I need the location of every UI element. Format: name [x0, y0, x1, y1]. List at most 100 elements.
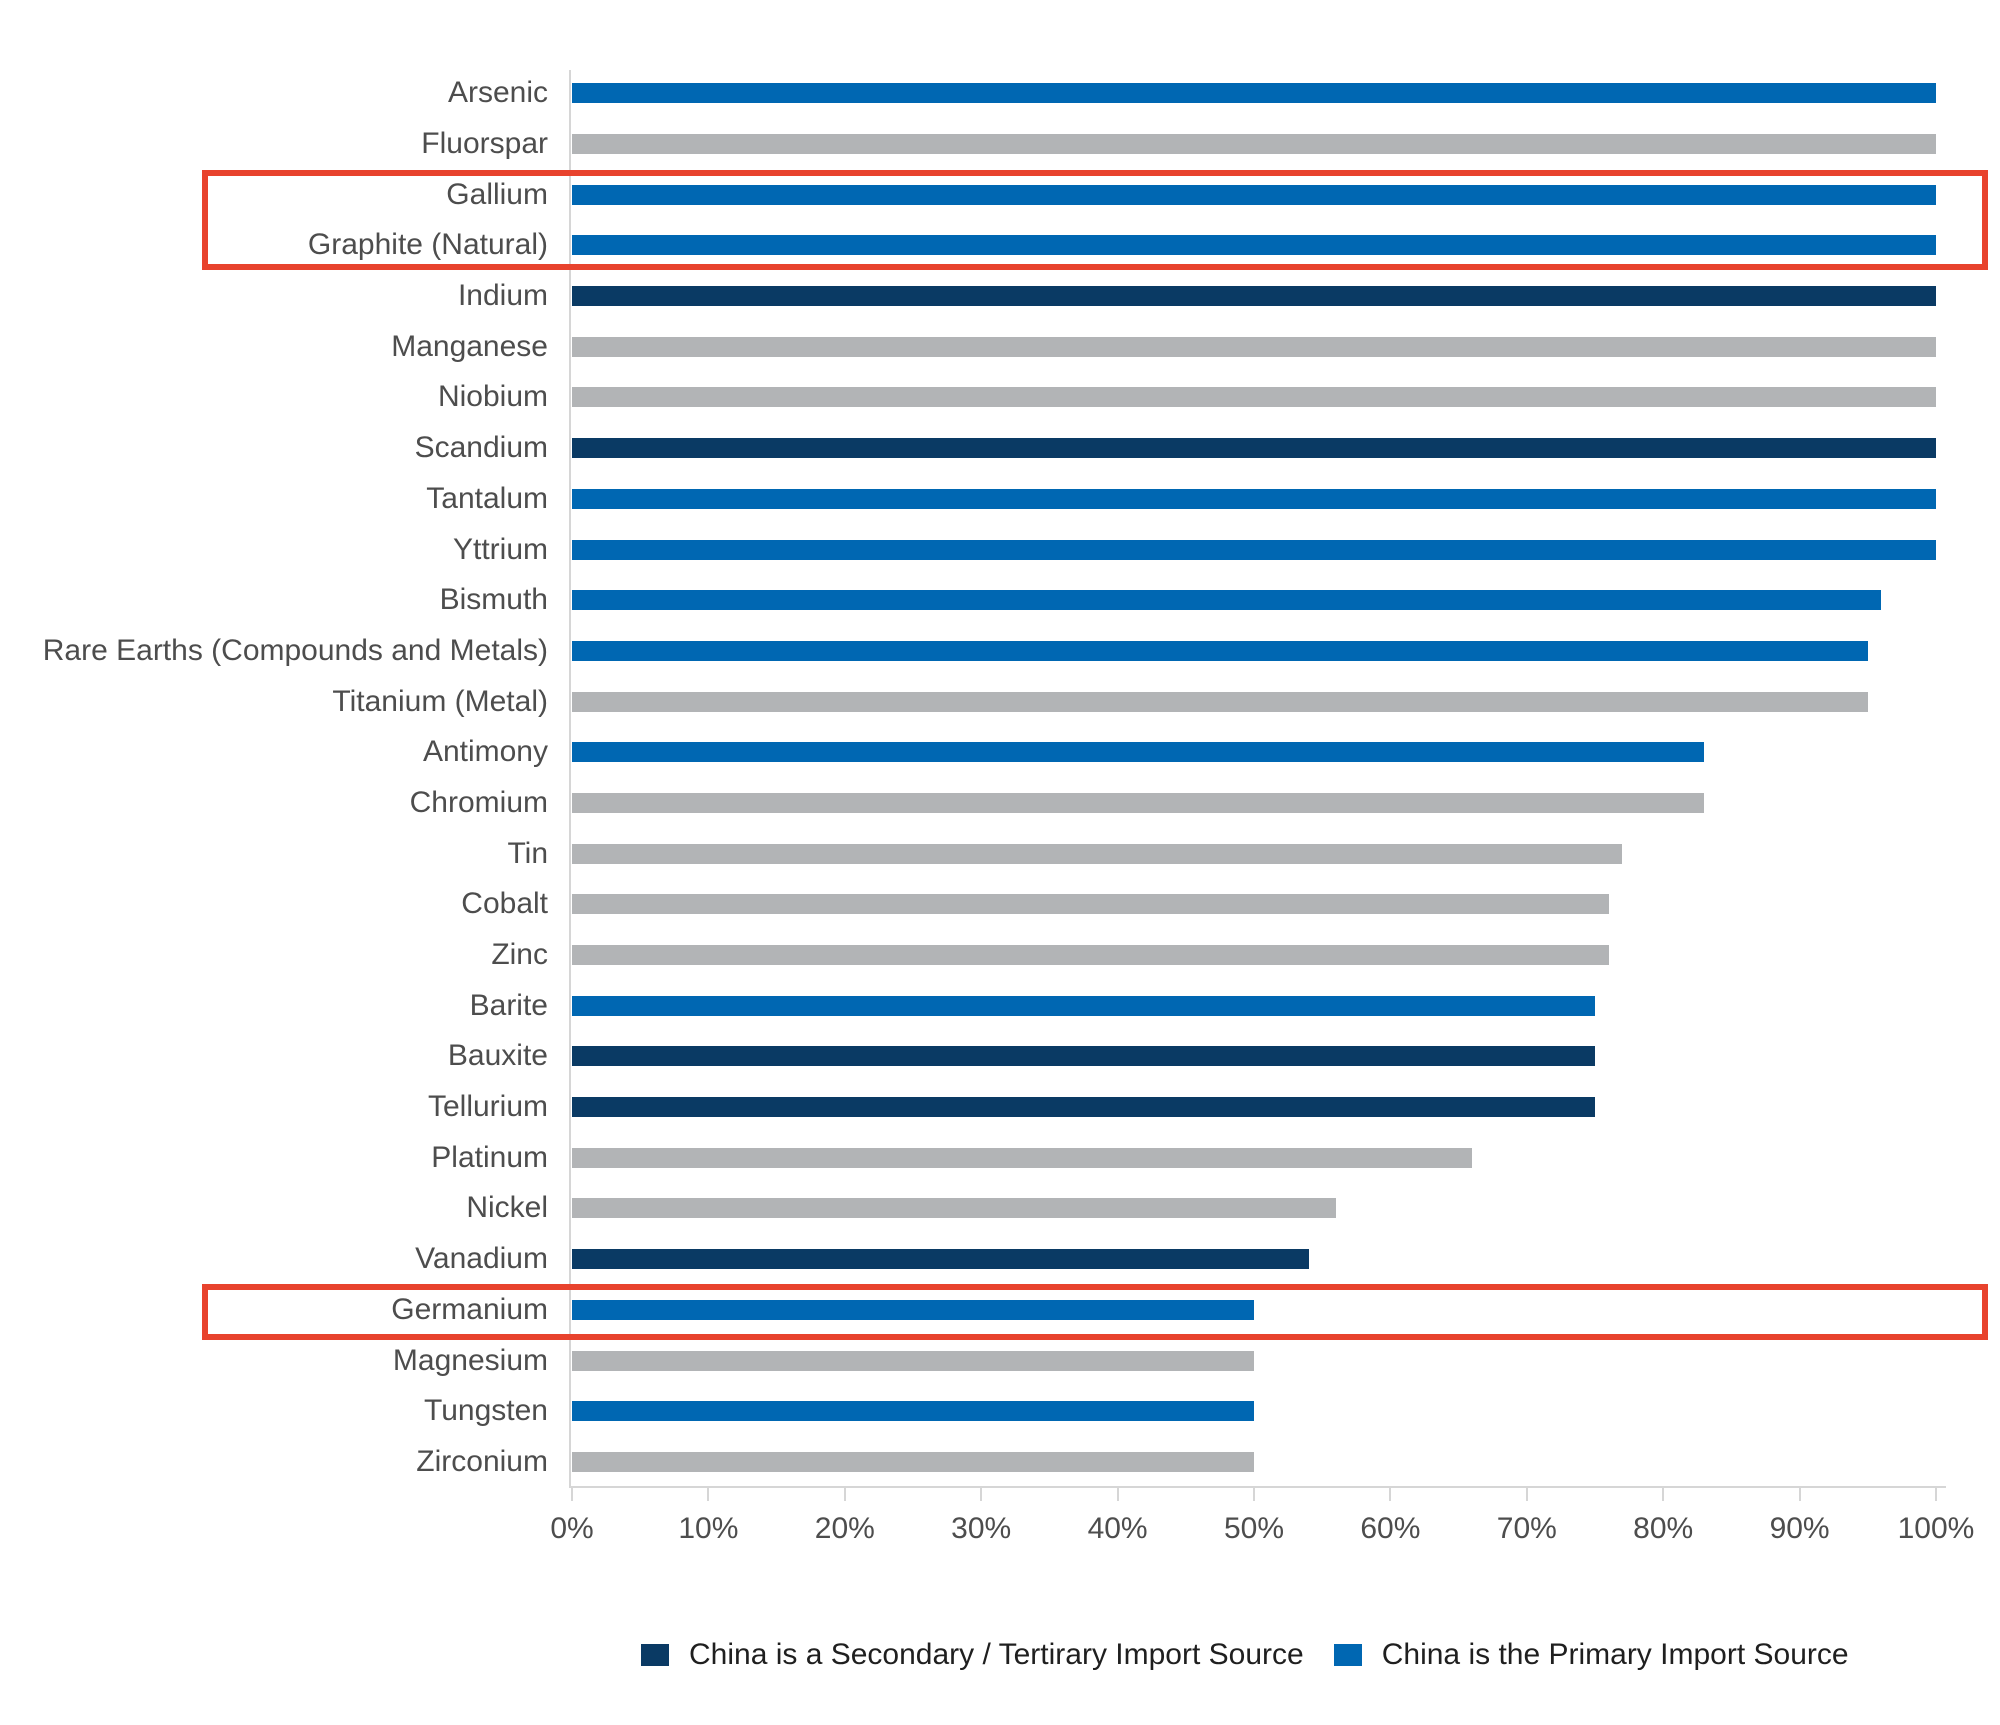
bar-row: Platinum [0, 1132, 2000, 1183]
bar-row: Yttrium [0, 524, 2000, 575]
bar [572, 184, 1936, 205]
bar-track [572, 995, 1936, 1016]
bar [572, 83, 1936, 104]
bar-track [572, 843, 1936, 864]
bar-row: Tellurium [0, 1082, 2000, 1133]
bar-row: Chromium [0, 778, 2000, 829]
category-label: Platinum [431, 1140, 548, 1174]
category-label: Tin [507, 836, 548, 870]
category-label: Scandium [414, 431, 548, 465]
x-axis-tick [707, 1488, 710, 1501]
category-label: Niobium [437, 380, 548, 414]
x-axis-tick [571, 1488, 573, 1501]
category-label: Manganese [391, 329, 548, 363]
bar-track [572, 387, 1936, 408]
bar [572, 286, 1936, 307]
bar-row: Tin [0, 828, 2000, 879]
x-axis-tick-label: 40% [1087, 1512, 1148, 1545]
bar-row: Barite [0, 980, 2000, 1031]
bar-track [572, 336, 1936, 357]
bar-track [572, 438, 1936, 459]
category-label: Zinc [491, 938, 548, 972]
bar [572, 1147, 1473, 1168]
legend-swatch-secondary [641, 1644, 669, 1666]
category-label: Bismuth [439, 583, 548, 617]
bar-row: Zirconium [0, 1437, 2000, 1488]
bar-track [572, 691, 1936, 712]
bar-rows: Arsenic Fluorspar Gallium Graphite (Natural… [0, 68, 2000, 1487]
category-label: Nickel [466, 1191, 548, 1225]
bar-track [572, 742, 1936, 763]
x-axis-tick [1935, 1488, 1937, 1501]
bar [572, 1097, 1595, 1118]
bar-row: Antimony [0, 727, 2000, 778]
bar-track [572, 488, 1936, 509]
category-label: Graphite (Natural) [307, 228, 548, 262]
bar [572, 894, 1609, 915]
category-label: Zirconium [416, 1444, 548, 1478]
x-axis-tick [1389, 1488, 1392, 1501]
x-axis-tick-label: 60% [1360, 1512, 1421, 1545]
bar-track [572, 1147, 1936, 1168]
category-label: Cobalt [461, 887, 548, 921]
bar-row: Rare Earths (Compounds and Metals) [0, 626, 2000, 677]
bar-track [572, 1401, 1936, 1422]
category-label: Vanadium [415, 1242, 548, 1276]
bar-track [572, 83, 1936, 104]
bar-track [572, 894, 1936, 915]
bar-track [572, 640, 1936, 661]
bar [572, 1249, 1309, 1270]
bar [572, 488, 1936, 509]
x-axis-tick-label: 80% [1633, 1512, 1694, 1545]
bar-track [572, 1451, 1936, 1472]
x-axis-tick [1798, 1488, 1801, 1501]
x-axis-tick-label: 0% [550, 1512, 594, 1545]
category-label: Yttrium [452, 532, 548, 566]
bar [572, 1198, 1336, 1219]
bar-track [572, 792, 1936, 813]
bar-track [572, 1198, 1936, 1219]
legend-label: China is a Secondary / Tertirary Import … [689, 1638, 1304, 1671]
bar-row: Tantalum [0, 474, 2000, 525]
bar-row: Zinc [0, 930, 2000, 981]
bar-row: Vanadium [0, 1234, 2000, 1285]
bar [572, 995, 1595, 1016]
bar [572, 640, 1868, 661]
bar-row: Nickel [0, 1183, 2000, 1234]
bar-track [572, 1299, 1936, 1320]
category-label: Tellurium [427, 1090, 548, 1124]
bar-row: Tungsten [0, 1386, 2000, 1437]
bar-track [572, 184, 1936, 205]
bar-track [572, 134, 1936, 155]
bar [572, 539, 1936, 560]
category-label: Arsenic [447, 76, 548, 110]
bar [572, 1299, 1254, 1320]
x-axis-line [569, 1486, 1946, 1488]
bar [572, 336, 1936, 357]
bar [572, 590, 1882, 611]
bar [572, 843, 1623, 864]
bar [572, 742, 1705, 763]
bar-track [572, 235, 1936, 256]
category-label: Barite [469, 988, 548, 1022]
x-axis-tick-label: 50% [1223, 1512, 1285, 1545]
highlight-box-gallium-graphite [202, 170, 1988, 270]
category-label: Chromium [409, 785, 548, 819]
bar-track [572, 1350, 1936, 1371]
category-label: Fluorspar [421, 127, 548, 161]
bar-row: Fluorspar [0, 119, 2000, 170]
category-label: Indium [457, 279, 548, 313]
bar-row: Niobium [0, 372, 2000, 423]
bar [572, 945, 1609, 966]
bar [572, 1401, 1254, 1422]
x-axis-tick [843, 1488, 846, 1501]
x-axis-tick [1253, 1488, 1255, 1501]
legend-item-primary: China is the Primary Import Source [1333, 1640, 1849, 1670]
category-label: Bauxite [447, 1039, 548, 1073]
bar [572, 1046, 1595, 1067]
highlight-box-germanium [202, 1284, 1988, 1340]
bar-track [572, 1097, 1936, 1118]
bar [572, 792, 1705, 813]
bar [572, 1350, 1254, 1371]
x-axis-tick [1662, 1488, 1665, 1501]
